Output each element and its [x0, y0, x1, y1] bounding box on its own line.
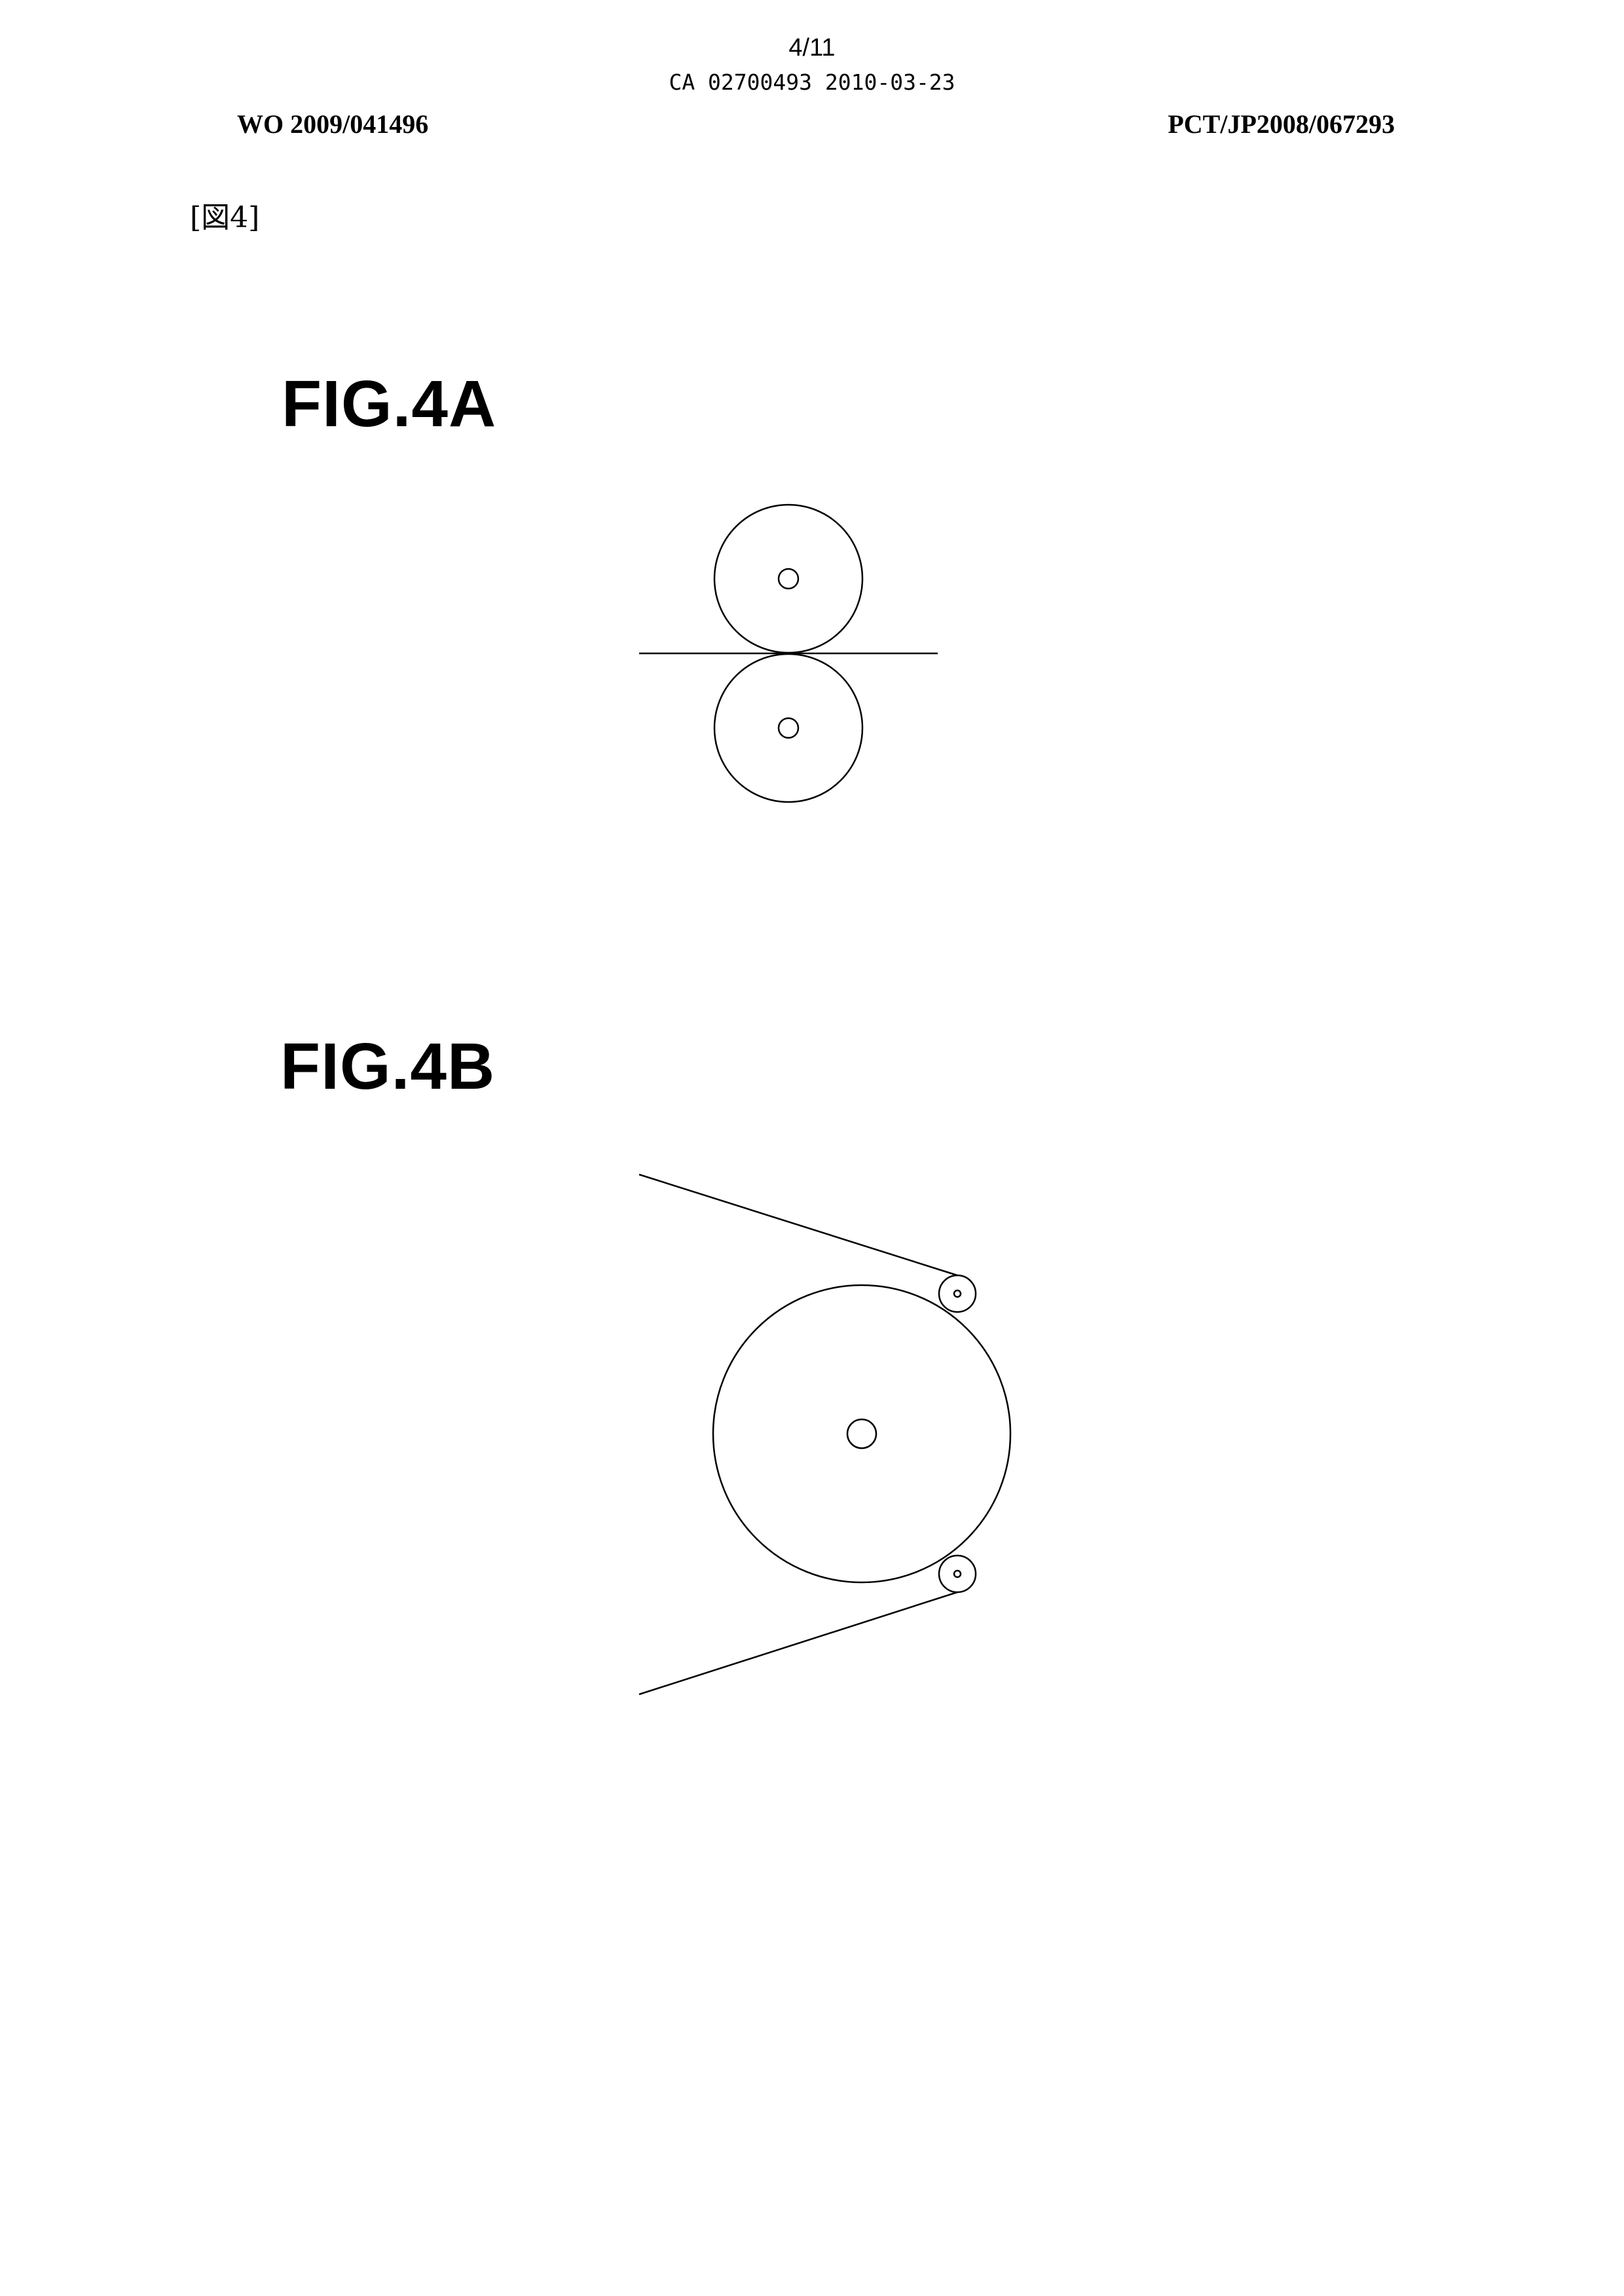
upper-guide-roller: [939, 1275, 976, 1312]
main-roller: [713, 1285, 1010, 1582]
lower-guide-roller: [939, 1556, 976, 1592]
lower-guide-roller-axle: [954, 1571, 961, 1577]
lower-web-line: [639, 1592, 957, 1694]
upper-guide-roller-axle: [954, 1290, 961, 1297]
upper-web-line: [639, 1175, 957, 1275]
main-roller-axle: [847, 1419, 876, 1448]
